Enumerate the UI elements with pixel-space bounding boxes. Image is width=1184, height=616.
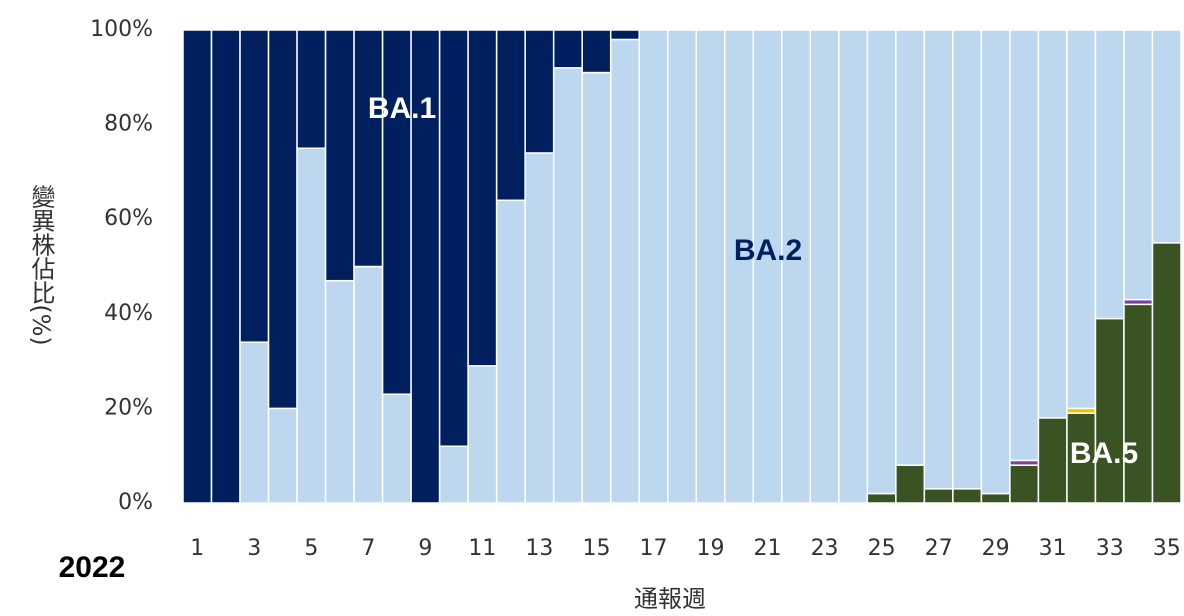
bar-segment xyxy=(495,199,526,504)
x-tick-label: 3 xyxy=(247,536,261,561)
bar-segment xyxy=(1151,242,1182,504)
x-tick-label: 33 xyxy=(1096,536,1124,561)
bar-segment xyxy=(809,29,840,504)
x-tick-label: 19 xyxy=(697,536,725,561)
bar-segment xyxy=(923,488,954,504)
bar-segment xyxy=(381,393,412,504)
y-tick-label: 100% xyxy=(90,17,153,42)
bar-segment xyxy=(495,29,526,202)
bar-segment xyxy=(324,279,355,504)
bar-segment xyxy=(1037,29,1068,419)
bar-segment xyxy=(267,407,298,504)
bar-segment xyxy=(980,29,1011,495)
bar-segment xyxy=(239,341,270,504)
bar-segment xyxy=(1094,29,1125,320)
bar-segment xyxy=(1066,29,1097,410)
x-tick-label: 21 xyxy=(754,536,782,561)
bar-segment xyxy=(695,29,726,504)
x-tick-label: 1 xyxy=(190,536,204,561)
x-tick-label: 35 xyxy=(1153,536,1181,561)
x-axis-label: 通報週 xyxy=(634,585,706,613)
bar-segment xyxy=(666,29,698,504)
bar-segment xyxy=(581,29,612,74)
bar-segment xyxy=(895,464,926,504)
bar-segment xyxy=(324,29,355,282)
bar-segment xyxy=(952,488,983,504)
bar-segment xyxy=(1009,29,1040,462)
series-annotation: BA.5 xyxy=(1070,437,1138,470)
bar-segment xyxy=(296,29,327,149)
bar-segment xyxy=(1151,29,1182,244)
x-tick-label: 13 xyxy=(525,536,553,561)
bar-segment xyxy=(552,29,583,69)
bar-segment xyxy=(1009,464,1040,504)
bar-segment xyxy=(524,152,555,504)
y-tick-label: 60% xyxy=(104,206,153,231)
bar-segment xyxy=(724,29,755,504)
bar-segment xyxy=(581,71,612,504)
bar-segment xyxy=(838,29,869,504)
bar-segment xyxy=(353,29,384,268)
bar-segment xyxy=(1123,29,1154,301)
y-axis-label: 變異株佔比(%) xyxy=(27,184,55,346)
bar-segment xyxy=(353,265,384,504)
x-tick-label: 27 xyxy=(925,536,953,561)
bar-segment xyxy=(980,492,1011,504)
year-label: 2022 xyxy=(59,551,126,584)
y-tick-label: 20% xyxy=(104,395,153,420)
bar-segment xyxy=(467,29,498,367)
bar-segment xyxy=(609,29,640,41)
series-annotation: BA.1 xyxy=(368,92,436,125)
bar-segment xyxy=(752,29,783,504)
x-tick-label: 11 xyxy=(468,536,496,561)
x-tick-label: 31 xyxy=(1039,536,1067,561)
y-tick-label: 40% xyxy=(104,301,153,326)
bar-segment xyxy=(467,365,498,504)
x-tick-label: 23 xyxy=(811,536,839,561)
bar-segment xyxy=(524,29,555,154)
y-tick-label: 80% xyxy=(104,112,153,137)
bar-segment xyxy=(210,29,241,504)
bar-segment xyxy=(438,29,469,447)
x-tick-label: 15 xyxy=(582,536,610,561)
x-tick-label: 9 xyxy=(418,536,432,561)
bar-segment xyxy=(952,29,983,490)
x-tick-label: 5 xyxy=(304,536,318,561)
bar-segment xyxy=(410,29,441,504)
bar-segment xyxy=(1123,303,1154,504)
x-tick-label: 25 xyxy=(868,536,896,561)
bar-segment xyxy=(638,29,669,504)
x-tick-label: 29 xyxy=(982,536,1010,561)
series-annotation: BA.2 xyxy=(734,234,802,267)
bar-segment xyxy=(438,445,469,504)
bar-segment xyxy=(609,38,640,504)
bar-segment xyxy=(866,492,897,504)
bar-segment xyxy=(866,29,897,495)
bar-segment xyxy=(1094,317,1125,504)
bar-segment xyxy=(381,29,412,395)
bar-segment xyxy=(267,29,298,410)
bar-segment xyxy=(182,29,213,504)
x-tick-label: 7 xyxy=(361,536,375,561)
bar-segment xyxy=(923,29,954,490)
x-tick-label: 17 xyxy=(639,536,667,561)
bar-segment xyxy=(1037,417,1068,504)
bar-segment xyxy=(239,29,270,343)
bar-segment xyxy=(552,67,583,504)
bar-segment xyxy=(296,147,327,504)
y-tick-label: 0% xyxy=(118,490,153,515)
bar-segment xyxy=(895,29,926,466)
